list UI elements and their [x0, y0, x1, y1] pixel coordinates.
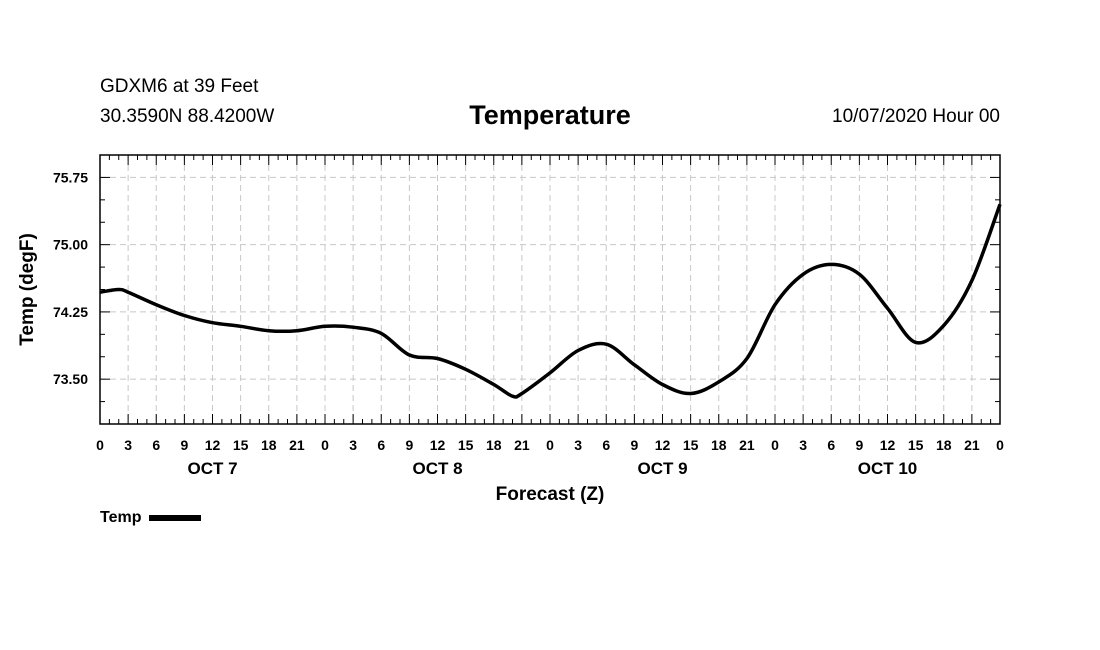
y-axis-title: Temp (degF) — [17, 233, 38, 346]
y-tick-label: 75.00 — [53, 237, 88, 253]
x-tick-label: 9 — [630, 437, 638, 453]
series-line-temp — [99, 203, 1002, 399]
x-tick-label: 3 — [349, 437, 357, 453]
x-tick-label: 21 — [964, 437, 980, 453]
x-tick-label: 21 — [514, 437, 530, 453]
x-tick-label: 0 — [96, 437, 104, 453]
x-tick-label: 18 — [711, 437, 727, 453]
x-tick-label: 3 — [124, 437, 132, 453]
x-tick-label: 0 — [546, 437, 554, 453]
x-tick-label: 6 — [827, 437, 835, 453]
run-time-label: 10/07/2020 Hour 00 — [832, 106, 1000, 127]
x-tick-label: 12 — [655, 437, 671, 453]
tick-labels: 0 3 6 9 12 15 18 21 0 3 6 9 12 15 18 21 0 3 6 9 12 15 18 21 0 3 6 9… — [53, 169, 1004, 478]
coordinates-label: 30.3590N 88.4200W — [100, 106, 275, 127]
x-tick-label: 3 — [574, 437, 582, 453]
y-tick-label: 74.25 — [53, 304, 88, 320]
x-tick-label: 6 — [602, 437, 610, 453]
day-label: OCT 9 — [637, 459, 687, 478]
x-tick-label: 18 — [261, 437, 277, 453]
x-tick-label: 15 — [458, 437, 474, 453]
x-tick-label: 0 — [321, 437, 329, 453]
x-tick-label: 21 — [289, 437, 305, 453]
x-tick-label: 9 — [405, 437, 413, 453]
x-tick-label: 6 — [152, 437, 160, 453]
day-label: OCT 7 — [187, 459, 237, 478]
ticks — [99, 155, 1001, 424]
x-tick-label: 12 — [880, 437, 896, 453]
x-axis-title: Forecast (Z) — [496, 484, 605, 505]
y-tick-label: 73.50 — [53, 371, 88, 387]
legend-line-swatch — [149, 514, 202, 521]
station-label: GDXM6 at 39 Feet — [100, 76, 259, 97]
grid — [100, 155, 1000, 424]
legend-label: Temp — [100, 509, 142, 526]
x-tick-label: 18 — [936, 437, 952, 453]
x-tick-label: 0 — [996, 437, 1004, 453]
x-tick-label: 15 — [233, 437, 249, 453]
x-tick-label: 6 — [377, 437, 385, 453]
x-tick-label: 9 — [180, 437, 188, 453]
chart-title: Temperature — [469, 100, 631, 130]
day-label: OCT 8 — [412, 459, 462, 478]
x-tick-label: 12 — [430, 437, 446, 453]
x-tick-label: 3 — [799, 437, 807, 453]
legend: Temp — [100, 509, 202, 527]
series-layer — [99, 203, 1002, 399]
x-tick-label: 15 — [683, 437, 699, 453]
x-tick-label: 0 — [771, 437, 779, 453]
y-tick-label: 75.75 — [53, 169, 88, 185]
x-tick-label: 12 — [205, 437, 221, 453]
x-tick-label: 15 — [908, 437, 924, 453]
x-tick-label: 9 — [855, 437, 863, 453]
x-tick-label: 18 — [486, 437, 502, 453]
x-tick-label: 21 — [739, 437, 755, 453]
day-label: OCT 10 — [858, 459, 918, 478]
